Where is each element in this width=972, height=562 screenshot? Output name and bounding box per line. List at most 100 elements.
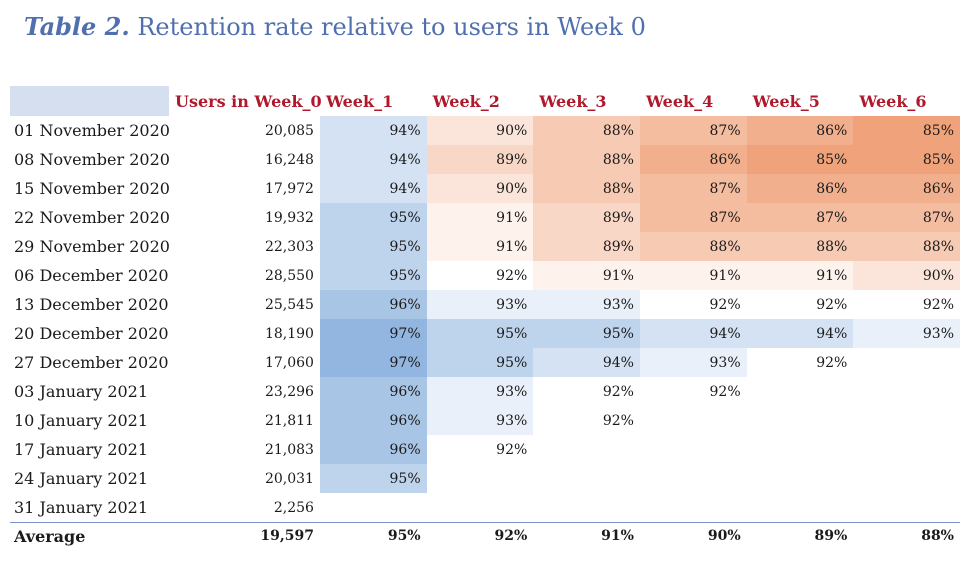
retention-cell-week-6: 88% bbox=[853, 232, 960, 261]
table-row: 15 November 2020 17,972 94% 90% 88% 87% 86% 86% bbox=[10, 174, 960, 203]
row-users-week0: 28,550 bbox=[264, 267, 314, 284]
retention-cell-week-6: 85% bbox=[853, 116, 960, 145]
row-users-week0: 17,060 bbox=[264, 354, 314, 371]
retention-cell-week-4: 93% bbox=[639, 348, 747, 377]
retention-cell-week-2: 91% bbox=[426, 203, 534, 232]
header-week-6: Week_6 bbox=[859, 91, 927, 111]
retention-cell-week-2: 89% bbox=[426, 145, 534, 174]
retention-cell-week-4: 94% bbox=[639, 319, 747, 348]
retention-cell-week-5: 85% bbox=[746, 145, 854, 174]
row-users-week0: 23,296 bbox=[264, 383, 314, 400]
average-week-5: 89% bbox=[746, 522, 854, 549]
row-users-week0: 25,545 bbox=[264, 296, 314, 313]
table-caption: Retention rate relative to users in Week… bbox=[129, 13, 646, 41]
retention-cell-week-6: 93% bbox=[853, 319, 960, 348]
corner-cell bbox=[10, 86, 169, 116]
retention-cell-week-4 bbox=[640, 493, 747, 523]
retention-cell-week-2: 92% bbox=[426, 435, 534, 464]
retention-cell-week-4: 92% bbox=[639, 377, 747, 406]
row-date: 06 December 2020 bbox=[14, 266, 169, 285]
table-row: 20 December 2020 18,190 97% 95% 95% 94% 94% 93% bbox=[10, 319, 960, 348]
table-body: 01 November 2020 20,085 94% 90% 88% 87% 86% 85%… bbox=[10, 116, 960, 523]
table-row: 06 December 2020 28,550 95% 92% 91% 91% 91% 90% bbox=[10, 261, 960, 290]
row-date: 20 December 2020 bbox=[14, 324, 169, 343]
average-label: Average bbox=[10, 522, 169, 549]
retention-cell-week-1: 96% bbox=[319, 377, 427, 406]
retention-cell-week-2 bbox=[427, 464, 534, 493]
retention-cell-week-5: 91% bbox=[746, 261, 854, 290]
retention-cell-week-1: 94% bbox=[319, 116, 427, 145]
retention-cell-week-5 bbox=[747, 377, 854, 406]
retention-cell-week-1: 96% bbox=[319, 406, 427, 435]
retention-cell-week-6 bbox=[853, 348, 960, 377]
retention-cell-week-4: 86% bbox=[639, 145, 747, 174]
retention-cell-week-5 bbox=[747, 493, 854, 523]
retention-cell-week-6 bbox=[853, 493, 960, 523]
retention-cell-week-3: 88% bbox=[533, 116, 640, 145]
retention-cell-week-2: 93% bbox=[426, 290, 534, 319]
retention-cell-week-2 bbox=[427, 493, 534, 523]
retention-cell-week-1: 96% bbox=[319, 290, 427, 319]
row-users-week0: 22,303 bbox=[264, 238, 314, 255]
retention-cell-week-2: 91% bbox=[426, 232, 534, 261]
retention-cell-week-5: 86% bbox=[746, 174, 854, 203]
row-date: 17 January 2021 bbox=[14, 440, 149, 459]
header-week-1: Week_1 bbox=[325, 91, 394, 111]
table-row: 29 November 2020 22,303 95% 91% 89% 88% 88% 88% bbox=[10, 232, 960, 261]
table-row: 13 December 2020 25,545 96% 93% 93% 92% 92% 92% bbox=[10, 290, 960, 319]
average-week-1: 95% bbox=[319, 522, 427, 549]
retention-cell-week-5: 86% bbox=[746, 116, 854, 145]
table-row: 27 December 2020 17,060 97% 95% 94% 93% 92% bbox=[10, 348, 960, 377]
retention-cell-week-5: 94% bbox=[746, 319, 854, 348]
retention-cell-week-6 bbox=[853, 435, 960, 464]
row-date: 24 January 2021 bbox=[14, 469, 149, 488]
header-row: Users in Week_0 Week_1 Week_2 Week_3 Wee… bbox=[10, 86, 960, 116]
table-row: 01 November 2020 20,085 94% 90% 88% 87% 86% 85% bbox=[10, 116, 960, 145]
table-row: 31 January 2021 2,256 bbox=[10, 493, 960, 523]
retention-cell-week-1: 95% bbox=[319, 232, 427, 261]
header-week-2: Week_2 bbox=[432, 91, 500, 111]
retention-cell-week-3: 92% bbox=[533, 377, 640, 406]
row-date: 01 November 2020 bbox=[14, 121, 170, 140]
retention-cell-week-1: 97% bbox=[319, 319, 427, 348]
row-users-week0: 19,932 bbox=[264, 209, 314, 226]
table-row: 03 January 2021 23,296 96% 93% 92% 92% bbox=[10, 377, 960, 406]
average-week-3: 91% bbox=[533, 522, 640, 549]
average-row: Average 19,597 95% 92% 91% 90% 89% 88% bbox=[10, 522, 960, 549]
row-users-week0: 2,256 bbox=[273, 499, 314, 516]
retention-cell-week-4: 92% bbox=[639, 290, 747, 319]
row-date: 27 December 2020 bbox=[14, 353, 169, 372]
retention-cell-week-6 bbox=[853, 377, 960, 406]
retention-cell-week-4: 87% bbox=[639, 203, 747, 232]
retention-cell-week-1: 96% bbox=[319, 435, 427, 464]
retention-cell-week-5: 92% bbox=[746, 348, 854, 377]
retention-cell-week-3: 88% bbox=[533, 145, 640, 174]
retention-cell-week-5 bbox=[747, 464, 854, 493]
retention-cell-week-4 bbox=[640, 406, 747, 435]
header-week-4: Week_4 bbox=[645, 91, 714, 111]
retention-cell-week-5 bbox=[747, 435, 854, 464]
retention-cell-week-1: 94% bbox=[319, 145, 427, 174]
retention-cell-week-1: 95% bbox=[319, 261, 427, 290]
retention-cell-week-1 bbox=[320, 493, 427, 523]
retention-cell-week-4 bbox=[640, 435, 747, 464]
row-date: 03 January 2021 bbox=[14, 382, 149, 401]
retention-table: Users in Week_0 Week_1 Week_2 Week_3 Wee… bbox=[10, 86, 960, 549]
retention-cell-week-6: 86% bbox=[853, 174, 960, 203]
retention-cell-week-2: 95% bbox=[426, 348, 534, 377]
table-title: Table 2. Retention rate relative to user… bbox=[24, 12, 646, 41]
row-date: 31 January 2021 bbox=[14, 498, 149, 517]
table-row: 10 January 2021 21,811 96% 93% 92% bbox=[10, 406, 960, 435]
row-date: 22 November 2020 bbox=[14, 208, 170, 227]
retention-cell-week-3: 89% bbox=[533, 203, 640, 232]
retention-cell-week-3: 89% bbox=[533, 232, 640, 261]
retention-cell-week-4: 91% bbox=[639, 261, 747, 290]
retention-cell-week-4: 87% bbox=[639, 174, 747, 203]
retention-cell-week-3: 94% bbox=[533, 348, 640, 377]
retention-cell-week-1: 95% bbox=[319, 464, 427, 493]
row-users-week0: 18,190 bbox=[264, 325, 314, 342]
row-date: 10 January 2021 bbox=[14, 411, 149, 430]
retention-cell-week-6: 87% bbox=[853, 203, 960, 232]
table-row: 24 January 2021 20,031 95% bbox=[10, 464, 960, 493]
retention-cell-week-5: 92% bbox=[746, 290, 854, 319]
